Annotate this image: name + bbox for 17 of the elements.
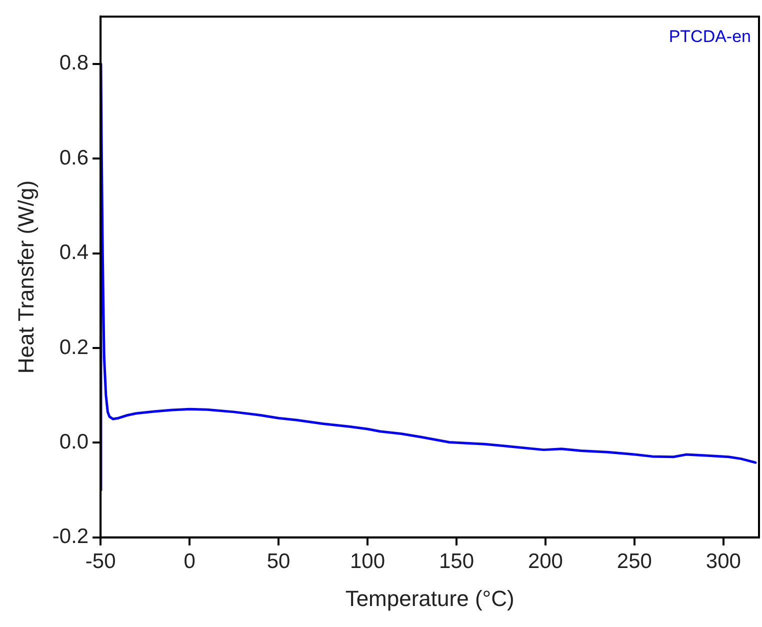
y-axis-title: Heat Transfer (W/g) — [13, 180, 38, 374]
y-tick-label: 0.6 — [59, 146, 89, 170]
y-tick-label: 0.2 — [59, 336, 89, 359]
x-tick-label: 50 — [266, 550, 290, 573]
x-axis-title: Temperature (°C) — [345, 586, 514, 611]
x-tick-label: 200 — [528, 550, 563, 573]
x-tick-label: 100 — [350, 550, 386, 573]
x-tick-label: 250 — [616, 550, 652, 573]
x-tick-label: 300 — [706, 550, 741, 573]
x-tick-label: 150 — [438, 550, 474, 573]
text: PTCDA-en — [668, 26, 751, 46]
x-tick-label: 0 — [184, 550, 196, 573]
y-tick-label: 0.0 — [59, 430, 89, 454]
x-tick-label: -50 — [85, 550, 116, 573]
y-tick-label: 0.4 — [59, 241, 89, 264]
y-tick-label: -0.2 — [52, 525, 89, 548]
y-tick-label: 0.8 — [59, 52, 89, 75]
